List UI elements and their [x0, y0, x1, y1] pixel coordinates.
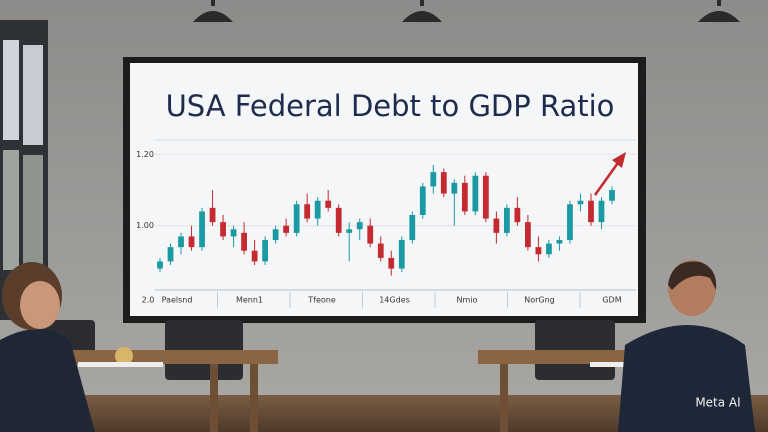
candle-body	[251, 250, 258, 262]
candle-body	[377, 243, 384, 258]
candle-body	[409, 215, 416, 240]
candle-body	[598, 200, 605, 223]
arrow-head	[612, 152, 626, 168]
candle-body	[293, 204, 300, 233]
watermark: Meta AI	[695, 396, 740, 410]
candle-body	[514, 207, 521, 223]
candle-body	[461, 182, 468, 212]
candle-body	[493, 218, 500, 233]
x-tick-label: GDM	[602, 296, 621, 305]
candle-body	[398, 240, 405, 269]
candle-body	[451, 182, 458, 194]
candle-body	[609, 190, 615, 201]
candle-body	[482, 175, 489, 219]
candle-body	[430, 172, 437, 187]
candle-body	[556, 240, 563, 244]
x-tick-label: Tfeone	[307, 296, 336, 305]
candle-body	[367, 225, 374, 244]
trend-arrow	[593, 159, 622, 196]
candle-body	[199, 211, 205, 248]
candle-body	[546, 243, 552, 255]
y-tick-label: 1.20	[136, 150, 154, 159]
candle-body	[577, 200, 584, 205]
candle-body	[346, 229, 353, 233]
corner-label: 2.0	[142, 296, 155, 305]
candle-body	[230, 229, 237, 237]
candle-body	[157, 261, 163, 269]
candle-body	[335, 207, 342, 233]
candle-body	[304, 204, 311, 219]
candle-body	[262, 240, 269, 262]
candle-body	[272, 229, 279, 240]
candle-body	[567, 204, 573, 240]
candle-body	[388, 257, 395, 269]
x-tick-label: Menn1	[236, 296, 263, 305]
candle-body	[209, 207, 216, 223]
x-tick-label: Nmio	[457, 296, 478, 305]
candle-body	[535, 247, 542, 255]
person-left	[0, 262, 95, 432]
chart-title: USA Federal Debt to GDP Ratio	[166, 89, 615, 123]
y-tick-label: 1.00	[136, 221, 154, 230]
x-tick-label: Paelsnd	[162, 296, 193, 305]
lamps	[193, 0, 740, 22]
x-tick-label: 14Gdes	[379, 296, 410, 305]
candle-body	[314, 200, 321, 219]
x-tick-label: NorGng	[524, 296, 555, 305]
candle-body	[588, 200, 594, 223]
candle-body	[167, 247, 174, 262]
candle-body	[472, 175, 479, 212]
candle-body	[503, 207, 510, 233]
candle-body	[178, 236, 184, 248]
candle-body	[188, 236, 195, 248]
candle-body	[525, 222, 531, 248]
candle-body	[241, 232, 247, 251]
candle-body	[220, 222, 226, 237]
candle-body	[419, 186, 426, 215]
person-right	[618, 260, 755, 432]
candle-body	[325, 200, 332, 208]
candle-body	[356, 222, 363, 230]
candle-body	[283, 225, 290, 233]
candle-body	[440, 172, 447, 194]
screen	[130, 63, 638, 316]
